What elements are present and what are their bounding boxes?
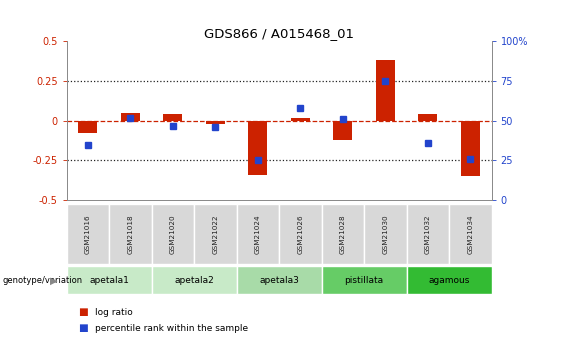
Bar	[333, 121, 353, 140]
Bar	[279, 204, 321, 264]
Text: apetala3: apetala3	[259, 276, 299, 285]
Text: apetala2: apetala2	[174, 276, 214, 285]
Bar	[237, 266, 321, 294]
Bar	[151, 204, 194, 264]
Text: pistillata: pistillata	[345, 276, 384, 285]
Bar	[151, 266, 237, 294]
Text: ■: ■	[78, 307, 88, 317]
Bar	[376, 60, 395, 121]
Bar	[163, 115, 182, 121]
Text: GSM21022: GSM21022	[212, 214, 219, 254]
Text: ▶: ▶	[50, 275, 58, 285]
Text: GSM21026: GSM21026	[297, 214, 303, 254]
Bar	[67, 204, 109, 264]
Bar	[407, 204, 449, 264]
Text: ■: ■	[78, 324, 88, 333]
Bar	[121, 113, 140, 121]
Text: GSM21018: GSM21018	[127, 214, 133, 254]
Bar	[79, 121, 98, 134]
Text: genotype/variation: genotype/variation	[3, 276, 83, 285]
Text: GSM21028: GSM21028	[340, 214, 346, 254]
Bar	[418, 115, 437, 121]
Bar	[67, 266, 151, 294]
Bar	[194, 204, 237, 264]
Title: GDS866 / A015468_01: GDS866 / A015468_01	[204, 27, 354, 40]
Bar	[449, 204, 492, 264]
Bar	[321, 266, 407, 294]
Bar	[407, 266, 492, 294]
Bar	[237, 204, 279, 264]
Text: apetala1: apetala1	[89, 276, 129, 285]
Text: GSM21032: GSM21032	[425, 214, 431, 254]
Bar	[206, 121, 225, 124]
Text: agamous: agamous	[428, 276, 470, 285]
Bar	[109, 204, 151, 264]
Text: GSM21024: GSM21024	[255, 214, 261, 254]
Text: percentile rank within the sample: percentile rank within the sample	[95, 324, 248, 333]
Bar	[460, 121, 480, 176]
Bar	[364, 204, 407, 264]
Text: GSM21034: GSM21034	[467, 214, 473, 254]
Text: GSM21030: GSM21030	[383, 214, 388, 254]
Text: GSM21020: GSM21020	[170, 214, 176, 254]
Bar	[291, 118, 310, 121]
Bar	[321, 204, 364, 264]
Text: GSM21016: GSM21016	[85, 214, 91, 254]
Text: log ratio: log ratio	[95, 308, 133, 317]
Bar	[248, 121, 267, 175]
